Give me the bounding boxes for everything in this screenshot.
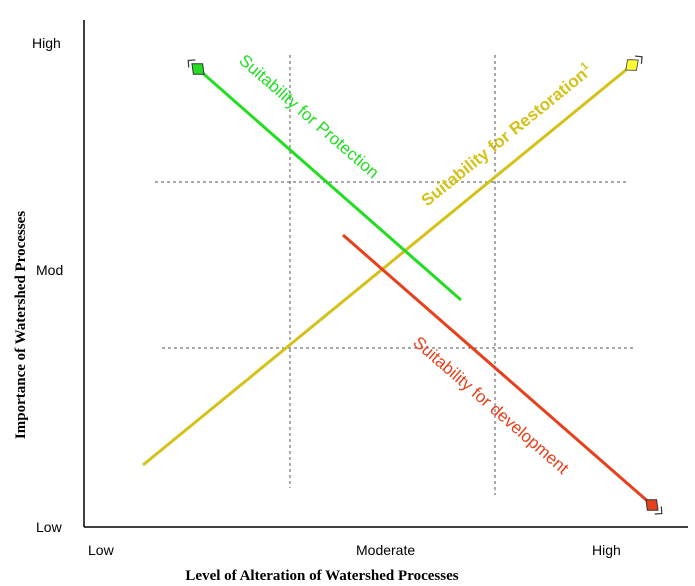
y-tick-high: High [32, 35, 61, 51]
x-axis-title: Level of Alteration of Watershed Process… [185, 568, 458, 584]
protection-line [197, 67, 462, 302]
red-diamond-arrow-icon [645, 499, 663, 515]
development-line-group [342, 233, 663, 515]
protection-line-group [187, 59, 462, 302]
green-diamond-arrow-icon [187, 59, 205, 75]
restoration-label: Suitability for Restoration1 [417, 60, 596, 210]
x-tick-low: Low [88, 542, 115, 558]
y-tick-mod: Mod [36, 262, 63, 278]
grid [155, 55, 635, 495]
restoration-line [142, 63, 633, 467]
development-line [342, 233, 653, 507]
x-tick-high: High [592, 542, 621, 558]
y-axis-title: Importance of Watershed Processes [13, 211, 29, 439]
restoration-line-group [142, 55, 643, 467]
axes [83, 20, 688, 528]
restoration-label-text: Suitability for Restoration [418, 65, 591, 211]
protection-label: Suitability for Protection [235, 51, 382, 183]
x-tick-moderate: Moderate [356, 542, 415, 558]
yellow-diamond-arrow-icon [625, 55, 643, 71]
development-label: Suitability for development [409, 333, 572, 478]
y-tick-low: Low [36, 519, 63, 535]
